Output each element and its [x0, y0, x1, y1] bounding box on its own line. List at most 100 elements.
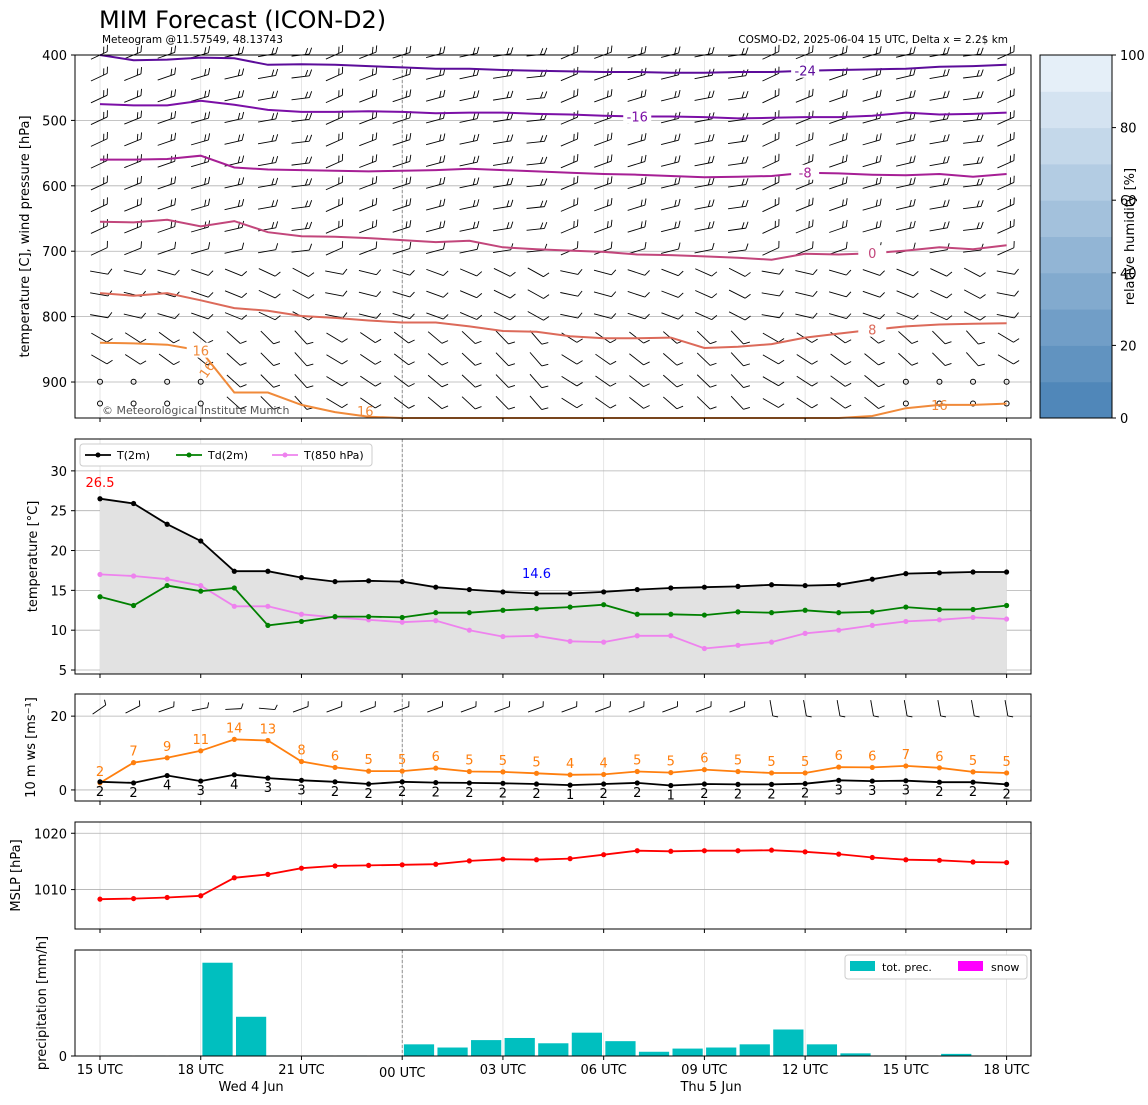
wind-barb-calm [130, 400, 137, 407]
wind-barb-flag [573, 90, 575, 98]
surface-wind-barb [326, 701, 343, 713]
wind-barb-flag [305, 135, 309, 142]
wind-barb [963, 178, 984, 188]
wind-point-mean [701, 781, 708, 787]
wind-barb-flag [778, 110, 780, 117]
wind-barb-flag [978, 363, 985, 367]
wind-barb-flag [275, 199, 279, 207]
data-point-t-2m- [466, 586, 472, 593]
wind-barb-flag [341, 197, 344, 205]
wind-barb-shaft [461, 352, 476, 366]
wind-barb-flag [980, 47, 984, 55]
wind-point-gust [735, 768, 741, 775]
wind-barb [627, 220, 647, 233]
wind-barb-shaft [291, 249, 310, 253]
wind-barb-flag [845, 198, 848, 205]
wind-barb [560, 45, 579, 60]
wind-barb-shaft [157, 313, 175, 319]
wind-barb [828, 269, 852, 276]
surface-wind-barb-flag [806, 715, 812, 718]
wind-barb-flag [711, 293, 718, 299]
wind-barb [661, 220, 681, 233]
wind-barb-flag [610, 154, 613, 162]
wind-barb-flag [909, 221, 912, 229]
wind-barb-shaft [459, 268, 477, 277]
wind-barb-shaft [492, 140, 511, 145]
wind-barb-flag [643, 361, 650, 366]
wind-barb-flag [946, 155, 950, 163]
wind-barb-flag [441, 361, 449, 366]
wind-barb-flag [341, 66, 344, 74]
wind-barb-shaft [360, 375, 376, 387]
colorbar-band [1040, 309, 1112, 346]
wind-barb [661, 312, 684, 320]
wind-barb-flag [405, 68, 408, 76]
wind-barb-flag [174, 269, 180, 276]
data-point-t-2m- [701, 584, 708, 590]
wind-barb [124, 197, 142, 212]
wind-barb-flag [741, 156, 745, 164]
wind-barb [260, 352, 281, 367]
wind-barb-flag [845, 176, 848, 184]
wind-barb-flag [674, 178, 677, 185]
wind-barb [224, 312, 248, 320]
wind-barb [560, 219, 579, 234]
wind-barb-flag [779, 312, 784, 319]
wind-barb-flag [544, 156, 548, 164]
wind-barb-shaft [629, 353, 644, 366]
wind-value-label-mean: 1 [667, 789, 675, 804]
wind-barb [862, 198, 882, 211]
wind-barb [492, 221, 514, 232]
wind-barb-shaft [124, 182, 142, 190]
wind-barb-shaft [696, 352, 711, 366]
isotherm-label: 16 [931, 399, 948, 414]
wind-barb [896, 90, 916, 102]
wind-barb-flag [170, 112, 173, 120]
wind-barb-flag [678, 46, 681, 54]
surface-wind-barb-shaft [258, 707, 275, 711]
data-point-t-850-hpa- [500, 633, 506, 640]
surface-wind-barb-flag [441, 701, 443, 707]
wind-barb-calm [936, 400, 943, 407]
wind-barb-flag [976, 200, 980, 208]
wind-point-gust [567, 772, 573, 778]
wind-barb [527, 289, 550, 299]
wind-barb-flag [1013, 66, 1015, 74]
wind-barb-flag [812, 290, 818, 297]
wind-barb [896, 220, 916, 232]
wind-barb [359, 67, 378, 81]
wind-barb [257, 177, 279, 188]
wind-barb [997, 197, 1015, 212]
data-point-t-2m- [500, 589, 506, 595]
wind-barb-flag [540, 91, 544, 99]
wind-point-mean [634, 780, 640, 786]
wind-barb [997, 66, 1015, 82]
wind-barb-shaft [661, 74, 679, 80]
wind-barb-flag [308, 69, 313, 76]
wind-barb-shaft [157, 269, 175, 276]
wind-value-label-gust: 9 [163, 740, 171, 755]
wind-barb-flag [678, 68, 681, 75]
wind-frame [74, 693, 1032, 802]
wind-barb-flag [678, 198, 681, 206]
wind-barb [426, 46, 446, 59]
wind-barb [90, 312, 113, 319]
wind-barb [594, 219, 613, 234]
wind-barb-flag [305, 178, 309, 186]
wind-barb-flag [207, 133, 211, 140]
wind-barb-flag [844, 361, 852, 366]
wind-barb-flag [472, 156, 476, 164]
wind-barb-shaft [190, 161, 209, 168]
surface-wind-barb-shaft [191, 707, 208, 712]
wind-barb-shaft [997, 182, 1015, 191]
wind-barb-flag [844, 382, 852, 387]
wind-barb-flag [409, 291, 415, 298]
wind-barb [392, 176, 412, 190]
wind-value-label-mean: 2 [499, 786, 507, 801]
copyright-notice: © Meteorological Institute Munich [102, 404, 289, 417]
isotherm-label-bg [791, 164, 820, 180]
wind-barb-shaft [661, 139, 679, 145]
wind-barb-shaft [359, 138, 377, 147]
wind-barb [190, 89, 211, 102]
wind-barb-flag [573, 155, 575, 163]
